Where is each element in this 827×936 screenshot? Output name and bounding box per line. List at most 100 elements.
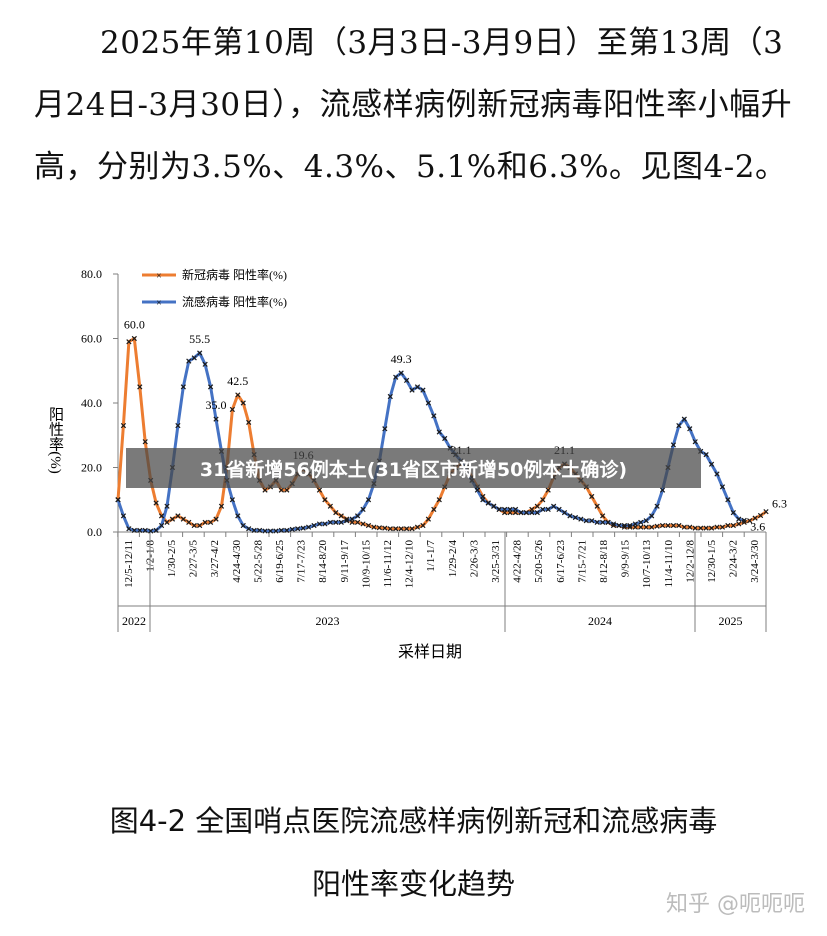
- marker-covid: [333, 510, 339, 516]
- value-annotation: 6.3: [772, 497, 787, 511]
- x-tick-label: 2/26-3/3: [468, 540, 480, 578]
- legend-covid-label: 新冠病毒 阳性率(%): [182, 267, 287, 282]
- marker-flu: [382, 426, 388, 432]
- marker-covid: [420, 522, 426, 529]
- marker-flu: [398, 370, 404, 376]
- marker-flu: [322, 521, 328, 527]
- year-label: 2023: [316, 614, 340, 628]
- marker-flu: [589, 518, 595, 524]
- marker-flu: [420, 387, 426, 393]
- y-tick-label: 20.0: [81, 461, 102, 475]
- marker-flu: [643, 518, 649, 524]
- x-tick-label: 3/24-3/30: [749, 540, 761, 583]
- marker-flu: [714, 471, 720, 477]
- marker-covid: [153, 500, 159, 506]
- marker-covid: [240, 400, 246, 406]
- marker-covid: [322, 497, 328, 503]
- value-annotation: 3.6: [750, 519, 765, 533]
- marker-covid: [403, 526, 410, 532]
- marker-covid: [670, 522, 677, 529]
- marker-flu: [501, 506, 508, 513]
- marker-flu: [512, 506, 519, 513]
- marker-covid: [747, 518, 753, 524]
- marker-flu: [474, 487, 481, 493]
- headline-banner[interactable]: 31省新增56例本土(31省区市新增50例本土确诊): [126, 448, 701, 488]
- marker-flu: [246, 526, 252, 532]
- x-tick-label: 5/22-5/28: [252, 540, 264, 583]
- marker-covid: [589, 493, 595, 500]
- marker-covid: [207, 519, 214, 525]
- marker-covid: [213, 516, 219, 522]
- marker-flu: [126, 526, 132, 532]
- marker-covid: [235, 392, 241, 398]
- marker-flu: [333, 519, 339, 525]
- marker-flu: [659, 487, 666, 493]
- marker-flu: [365, 497, 372, 503]
- marker-flu: [197, 350, 203, 356]
- marker-covid: [186, 519, 192, 525]
- x-tick-label: 12/5-12/11: [123, 540, 135, 588]
- marker-covid: [180, 516, 186, 522]
- marker-covid: [714, 524, 720, 530]
- x-tick-label: 3/27-4/2: [209, 540, 221, 577]
- marker-flu: [115, 497, 121, 503]
- marker-covid: [158, 513, 165, 519]
- marker-flu: [344, 518, 350, 524]
- marker-flu: [676, 422, 682, 429]
- marker-covid: [540, 497, 546, 503]
- marker-flu: [186, 358, 192, 364]
- marker-flu: [311, 522, 317, 529]
- zhihu-watermark: 知乎 @呃呃呃: [666, 892, 805, 917]
- y-axis: 0.0 20.0 40.0 60.0 80.0: [81, 267, 119, 539]
- x-tick-label: 8/12-8/18: [598, 540, 610, 583]
- marker-flu: [295, 526, 301, 532]
- marker-covid: [262, 487, 268, 493]
- x-axis-title: 采样日期: [398, 643, 462, 661]
- marker-covid: [371, 524, 377, 530]
- marker-flu: [551, 503, 557, 509]
- marker-flu: [235, 513, 241, 519]
- marker-covid: [736, 521, 742, 527]
- marker-covid: [594, 503, 600, 509]
- x-tick-label: 6/17-6/23: [555, 540, 567, 583]
- marker-flu: [267, 528, 274, 534]
- marker-flu: [300, 525, 306, 531]
- marker-covid: [197, 522, 203, 529]
- marker-covid: [169, 516, 176, 522]
- marker-flu: [654, 503, 660, 509]
- marker-covid: [327, 503, 333, 509]
- marker-flu: [621, 522, 628, 529]
- marker-flu: [436, 429, 442, 435]
- marker-covid: [627, 524, 633, 530]
- marker-flu: [131, 527, 137, 534]
- marker-flu: [349, 516, 355, 522]
- marker-covid: [131, 335, 137, 342]
- chart-legend: × 新冠病毒 阳性率(%) × 流感病毒 阳性率(%): [142, 267, 287, 309]
- marker-flu: [567, 513, 573, 519]
- marker-covid: [436, 497, 442, 503]
- marker-flu: [158, 522, 165, 529]
- marker-covid: [142, 439, 148, 445]
- marker-flu: [425, 400, 432, 406]
- marker-flu: [284, 527, 290, 534]
- marker-flu: [229, 497, 235, 503]
- marker-flu: [251, 527, 257, 534]
- x-tick-label: 5/20-5/26: [533, 540, 545, 583]
- marker-flu: [725, 497, 731, 503]
- marker-flu: [692, 439, 698, 445]
- marker-covid: [360, 521, 366, 527]
- marker-covid: [382, 525, 388, 531]
- x-tick-label: 11/4-11/10: [663, 540, 675, 588]
- marker-flu: [360, 506, 366, 513]
- marker-flu: [703, 451, 709, 458]
- marker-flu: [316, 521, 323, 527]
- marker-covid: [246, 419, 252, 425]
- marker-covid: [665, 522, 671, 529]
- marker-flu: [594, 519, 600, 525]
- y-tick-label: 40.0: [81, 396, 102, 410]
- marker-flu: [649, 513, 655, 519]
- marker-flu: [632, 521, 638, 527]
- y-tick-label: 60.0: [81, 332, 102, 346]
- marker-covid: [284, 487, 290, 493]
- marker-covid: [120, 422, 127, 429]
